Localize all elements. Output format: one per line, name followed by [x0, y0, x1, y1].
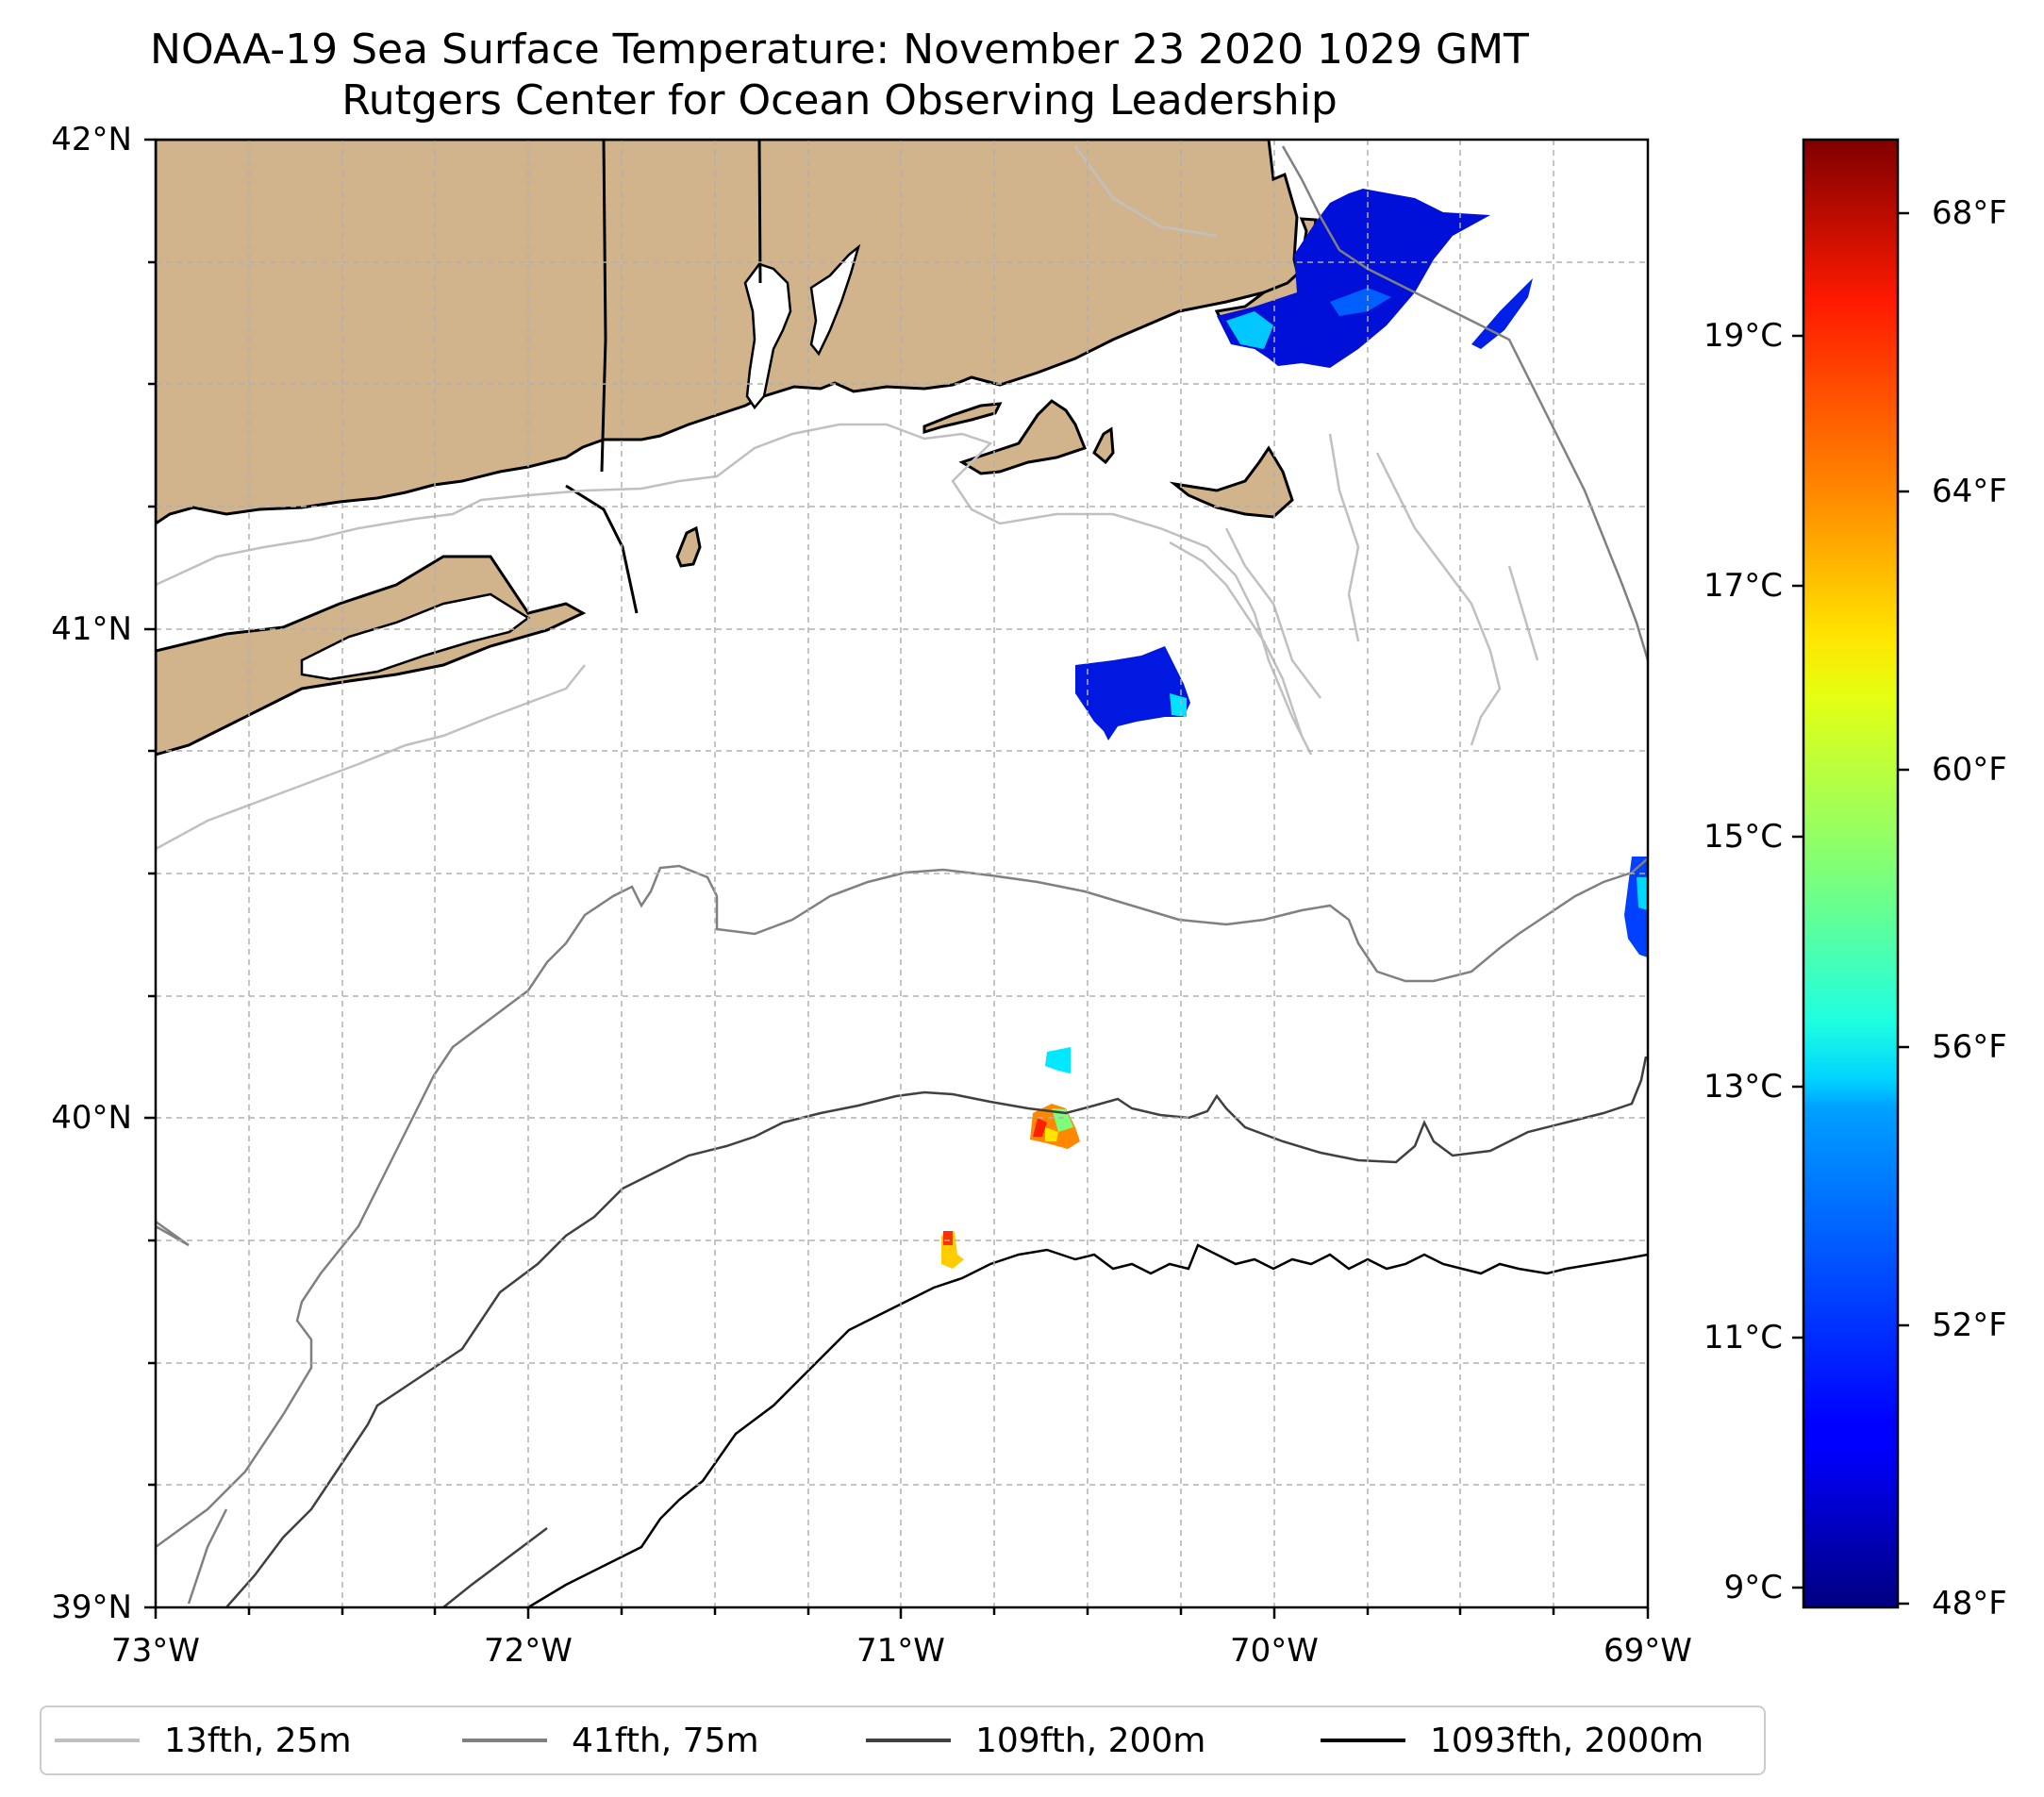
- lon-tick-label: 71°W: [856, 1632, 945, 1670]
- sst-shelf-break-1: [1045, 1047, 1071, 1073]
- colorbar-celsius-label: 19°C: [1703, 317, 1783, 355]
- nantucket: [1169, 445, 1294, 519]
- colorbar-fahrenheit-label: 56°F: [1932, 1028, 2007, 1066]
- colorbar-celsius-label: 15°C: [1703, 818, 1783, 856]
- lat-tick-label: 40°N: [51, 1099, 132, 1137]
- lon-tick-label: 72°W: [484, 1632, 573, 1670]
- colorbar-celsius-label: 9°C: [1723, 1569, 1783, 1606]
- colorbar-celsius-label: 11°C: [1703, 1319, 1783, 1356]
- colorbar: [1802, 138, 1900, 1609]
- lon-tick-label: 69°W: [1604, 1632, 1692, 1670]
- legend-label: 13fth, 25m: [164, 1721, 352, 1760]
- sst-south-nantucket: [1075, 646, 1190, 740]
- map-title: NOAA-19 Sea Surface Temperature: Novembe…: [150, 25, 1529, 74]
- mainland-new-england: [156, 140, 1302, 525]
- isobath-200m: [225, 1056, 1648, 1607]
- legend-item: 41fth, 75m: [462, 1717, 759, 1764]
- legend-item: 109fth, 200m: [866, 1717, 1205, 1764]
- legend-swatch: [462, 1739, 547, 1742]
- sst-cape-cod-north: [1217, 189, 1490, 368]
- colorbar-celsius-label: 13°C: [1703, 1068, 1783, 1106]
- block-island: [675, 525, 702, 568]
- legend-item: 13fth, 25m: [55, 1717, 352, 1764]
- colorbar-fahrenheit-label: 60°F: [1932, 751, 2007, 789]
- lon-tick-label: 73°W: [111, 1632, 200, 1670]
- narragansett-bay: [743, 262, 792, 410]
- elizabeth-islands: [922, 402, 1003, 435]
- legend-swatch: [866, 1739, 951, 1742]
- legend-label: 1093fth, 2000m: [1430, 1721, 1704, 1760]
- sst-patches: [941, 189, 1648, 1269]
- bays: [300, 243, 861, 681]
- marthas-vineyard: [958, 399, 1087, 475]
- great-south-bay: [300, 592, 531, 681]
- lat-tick-label: 41°N: [51, 610, 132, 648]
- legend-label: 41fth, 75m: [572, 1721, 759, 1760]
- legend-swatch: [55, 1739, 140, 1742]
- colorbar-fahrenheit-label: 68°F: [1932, 194, 2007, 232]
- colorbar-celsius-label: 17°C: [1703, 567, 1783, 605]
- legend-label: 109fth, 200m: [975, 1721, 1206, 1760]
- lon-tick-label: 70°W: [1230, 1632, 1319, 1670]
- chappaquiddick: [1092, 426, 1115, 465]
- isobath-75m: [156, 145, 1648, 1605]
- legend-item: 1093fth, 2000m: [1321, 1717, 1703, 1764]
- map-subtitle: Rutgers Center for Ocean Observing Leade…: [341, 76, 1338, 125]
- isobath-25m: [156, 145, 1539, 851]
- legend-swatch: [1321, 1739, 1405, 1742]
- isobath-legend: 13fth, 25m 41fth, 75m 109fth, 200m 1093f…: [40, 1705, 1766, 1775]
- state-borders: [565, 140, 762, 614]
- colorbar-fahrenheit-label: 48°F: [1932, 1585, 2007, 1622]
- lat-tick-label: 42°N: [51, 121, 132, 158]
- colorbar-fahrenheit-label: 64°F: [1932, 473, 2007, 510]
- axis-ticks: [144, 138, 1650, 1619]
- colorbar-fahrenheit-label: 52°F: [1932, 1306, 2007, 1344]
- colorbar-ticks: [1792, 211, 1909, 1606]
- lat-tick-label: 39°N: [51, 1589, 132, 1626]
- isobath-2000m: [527, 1243, 1648, 1607]
